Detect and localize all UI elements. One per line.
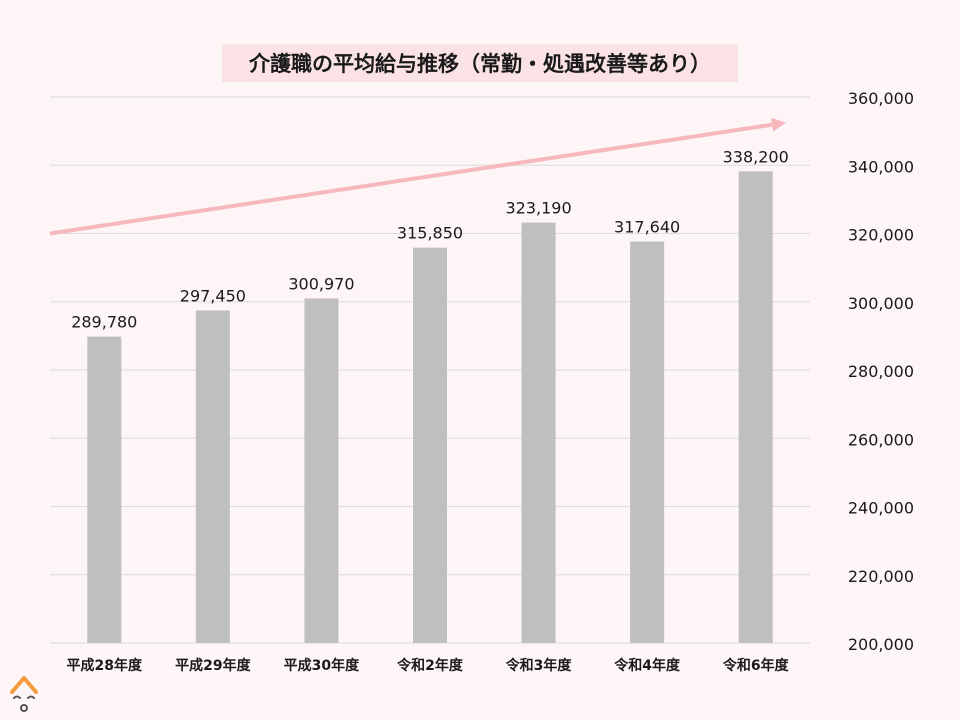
y-axis-ticks: 200,000 220,000 240,000 260,000 280,000 300,0…	[848, 89, 914, 654]
chart-title: 介護職の平均給与推移（常勤・処遇改善等あり）	[249, 52, 711, 76]
bar-value-label: 297,450	[180, 286, 246, 305]
bar-value-label: 289,780	[71, 313, 137, 332]
bar	[413, 247, 447, 644]
y-tick-label: 200,000	[848, 635, 914, 654]
face-logo-icon	[10, 676, 38, 712]
y-tick-label: 260,000	[848, 430, 914, 449]
trend-arrow	[49, 117, 786, 236]
x-tick-label: 令和4年度	[613, 657, 681, 674]
chart-title-box: 介護職の平均給与推移（常勤・処遇改善等あり）	[222, 44, 738, 82]
trend-arrow-shaft	[49, 122, 773, 236]
bars	[87, 171, 773, 644]
bar-value-label: 338,200	[723, 147, 789, 166]
y-tick-label: 220,000	[848, 567, 914, 586]
y-tick-label: 300,000	[848, 294, 914, 313]
bar-value-label: 323,190	[505, 199, 571, 218]
bar	[738, 171, 773, 643]
x-tick-label: 令和6年度	[722, 657, 790, 674]
x-tick-label: 令和3年度	[505, 657, 573, 674]
x-tick-label: 令和2年度	[396, 657, 464, 674]
y-tick-label: 340,000	[848, 157, 914, 176]
x-tick-label: 平成28年度	[67, 657, 143, 674]
bar-value-label: 300,970	[288, 274, 354, 293]
y-tick-label: 240,000	[848, 499, 914, 518]
x-tick-label: 平成30年度	[284, 657, 360, 674]
trend-arrow-head	[771, 117, 786, 132]
bar	[87, 336, 122, 643]
y-tick-label: 320,000	[848, 226, 914, 245]
bar-value-label: 317,640	[614, 218, 680, 237]
bar	[630, 241, 665, 643]
x-axis-ticks: 平成28年度 平成29年度 平成30年度 令和2年度 令和3年度 令和4年度 令和6年度	[67, 657, 790, 674]
bar	[521, 222, 556, 643]
y-tick-label: 280,000	[848, 362, 914, 381]
bar-value-label: 315,850	[397, 224, 463, 243]
bar	[304, 298, 339, 643]
bar	[195, 310, 230, 643]
x-tick-label: 平成29年度	[175, 657, 251, 674]
value-labels: 289,780 297,450 300,970 315,850 323,190 317,6…	[71, 147, 789, 331]
y-tick-label: 360,000	[848, 89, 914, 108]
